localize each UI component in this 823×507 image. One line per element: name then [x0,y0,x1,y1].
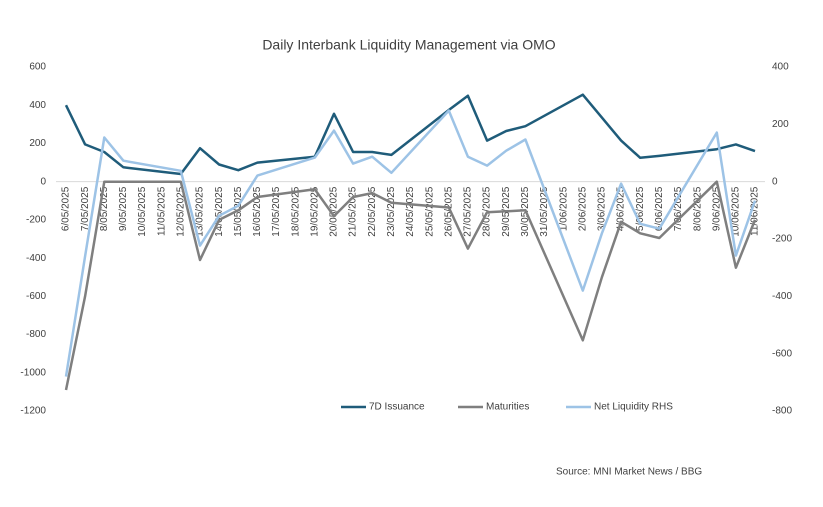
series-line [64,93,756,176]
y-tick-label: -800 [26,329,46,340]
x-tick-label: 24/05/2025 [405,186,416,236]
y2-tick-label: 400 [772,62,789,73]
x-tick-label: 5/06/2025 [635,186,646,231]
x-tick-label: 18/05/2025 [290,186,301,236]
x-tick-label: 4/06/2025 [616,186,627,231]
y-tick-label: 0 [40,176,46,187]
x-tick-label: 6/06/2025 [654,186,665,231]
x-tick-label: 25/05/2025 [424,186,435,236]
y2-tick-label: -600 [772,348,792,359]
source-note: Source: MNI Market News / BBG [556,467,702,478]
y-tick-label: -1200 [20,406,46,417]
legend-label: 7D Issuance [369,402,425,413]
x-tick-label: 31/05/2025 [539,186,550,236]
x-tick-label: 11/06/2025 [750,186,761,236]
x-tick-label: 1/06/2025 [558,186,569,231]
y2-tick-label: 200 [772,119,789,130]
y-tick-label: -200 [26,215,46,226]
x-tick-label: 3/06/2025 [597,186,608,231]
series-line [64,180,757,391]
legend-label: Net Liquidity RHS [594,402,673,413]
y2-tick-label: -400 [772,291,792,302]
x-tick-label: 20/05/2025 [329,186,340,236]
y-tick-label: -400 [26,253,46,264]
x-tick-label: 16/05/2025 [252,186,263,236]
x-tick-label: 12/05/2025 [175,186,186,236]
y2-tick-label: -200 [772,234,792,245]
x-tick-label: 11/05/2025 [156,186,167,236]
x-tick-label: 13/05/2025 [195,186,206,236]
y-tick-label: -1000 [20,367,46,378]
x-tick-label: 9/06/2025 [711,186,722,231]
x-tick-label: 17/05/2025 [271,186,282,236]
x-tick-label: 10/05/2025 [137,186,148,236]
y-tick-label: 600 [29,62,46,73]
x-tick-label: 14/05/2025 [214,186,225,236]
y2-tick-label: -800 [772,406,792,417]
x-tick-label: 8/05/2025 [99,186,110,231]
x-tick-label: 7/06/2025 [673,186,684,231]
y-tick-label: 400 [29,100,46,111]
x-tick-label: 8/06/2025 [692,186,703,231]
x-tick-label: 22/05/2025 [367,186,378,236]
x-tick-label: 9/05/2025 [118,186,129,231]
legend-label: Maturities [486,402,529,413]
x-tick-label: 27/05/2025 [463,186,474,236]
x-tick-label: 7/05/2025 [80,186,91,231]
x-tick-label: 26/05/2025 [443,186,454,236]
y-tick-label: -600 [26,291,46,302]
x-tick-label: 6/05/2025 [61,186,72,231]
x-tick-label: 21/05/2025 [348,186,359,236]
series-line [64,109,757,377]
x-tick-label: 19/05/2025 [309,186,320,236]
x-tick-label: 23/05/2025 [386,186,397,236]
x-tick-label: 2/06/2025 [577,186,588,231]
y-tick-label: 200 [29,138,46,149]
y2-tick-label: 0 [772,176,778,187]
x-tick-label: 10/06/2025 [731,186,742,236]
chart-title: Daily Interbank Liquidity Management via… [262,37,555,53]
